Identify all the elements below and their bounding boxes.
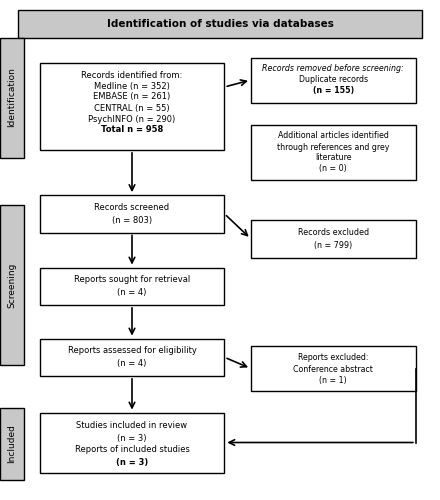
FancyBboxPatch shape xyxy=(40,338,224,376)
FancyBboxPatch shape xyxy=(251,58,416,102)
Text: Conference abstract: Conference abstract xyxy=(293,364,373,374)
FancyBboxPatch shape xyxy=(18,10,422,38)
FancyBboxPatch shape xyxy=(40,195,224,232)
Text: PsychINFO (n = 290): PsychINFO (n = 290) xyxy=(88,114,176,124)
Text: (n = 1): (n = 1) xyxy=(319,376,347,386)
Text: Records identified from:: Records identified from: xyxy=(81,70,183,80)
Text: (n = 155): (n = 155) xyxy=(313,86,354,95)
FancyBboxPatch shape xyxy=(251,220,416,258)
Text: (n = 803): (n = 803) xyxy=(112,216,152,225)
FancyBboxPatch shape xyxy=(0,408,24,480)
Text: Included: Included xyxy=(7,424,17,463)
Text: CENTRAL (n = 55): CENTRAL (n = 55) xyxy=(94,104,170,112)
Text: (n = 3): (n = 3) xyxy=(117,434,147,442)
Text: through references and grey: through references and grey xyxy=(277,142,389,152)
Text: Records removed before screening:: Records removed before screening: xyxy=(263,64,404,73)
Text: literature: literature xyxy=(315,154,352,162)
FancyBboxPatch shape xyxy=(40,62,224,150)
FancyBboxPatch shape xyxy=(251,346,416,391)
Text: Reports excluded:: Reports excluded: xyxy=(298,352,368,362)
Text: Studies included in review: Studies included in review xyxy=(77,422,187,430)
Text: (n = 4): (n = 4) xyxy=(117,359,147,368)
Text: EMBASE (n = 261): EMBASE (n = 261) xyxy=(93,92,171,102)
Text: Records screened: Records screened xyxy=(95,203,169,212)
Text: Records excluded: Records excluded xyxy=(298,228,369,237)
Text: Duplicate records: Duplicate records xyxy=(299,75,368,84)
Text: (n = 3): (n = 3) xyxy=(116,458,148,466)
Text: Additional articles identified: Additional articles identified xyxy=(278,132,389,140)
FancyBboxPatch shape xyxy=(40,268,224,305)
Text: Identification of studies via databases: Identification of studies via databases xyxy=(106,18,334,28)
Text: Reports assessed for eligibility: Reports assessed for eligibility xyxy=(68,346,196,355)
Text: (n = 0): (n = 0) xyxy=(319,164,347,173)
Text: Medline (n = 352): Medline (n = 352) xyxy=(94,82,170,90)
FancyBboxPatch shape xyxy=(251,125,416,180)
Text: Reports sought for retrieval: Reports sought for retrieval xyxy=(74,275,190,284)
Text: Total n = 958: Total n = 958 xyxy=(101,126,163,134)
FancyBboxPatch shape xyxy=(40,412,224,472)
Text: (n = 799): (n = 799) xyxy=(314,241,352,250)
Text: Reports of included studies: Reports of included studies xyxy=(74,446,190,454)
FancyBboxPatch shape xyxy=(0,38,24,158)
FancyBboxPatch shape xyxy=(0,205,24,365)
Text: Screening: Screening xyxy=(7,262,17,308)
Text: (n = 4): (n = 4) xyxy=(117,288,147,297)
Text: Identification: Identification xyxy=(7,68,17,128)
